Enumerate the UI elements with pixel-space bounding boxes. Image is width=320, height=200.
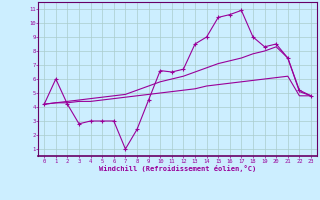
X-axis label: Windchill (Refroidissement éolien,°C): Windchill (Refroidissement éolien,°C) xyxy=(99,165,256,172)
